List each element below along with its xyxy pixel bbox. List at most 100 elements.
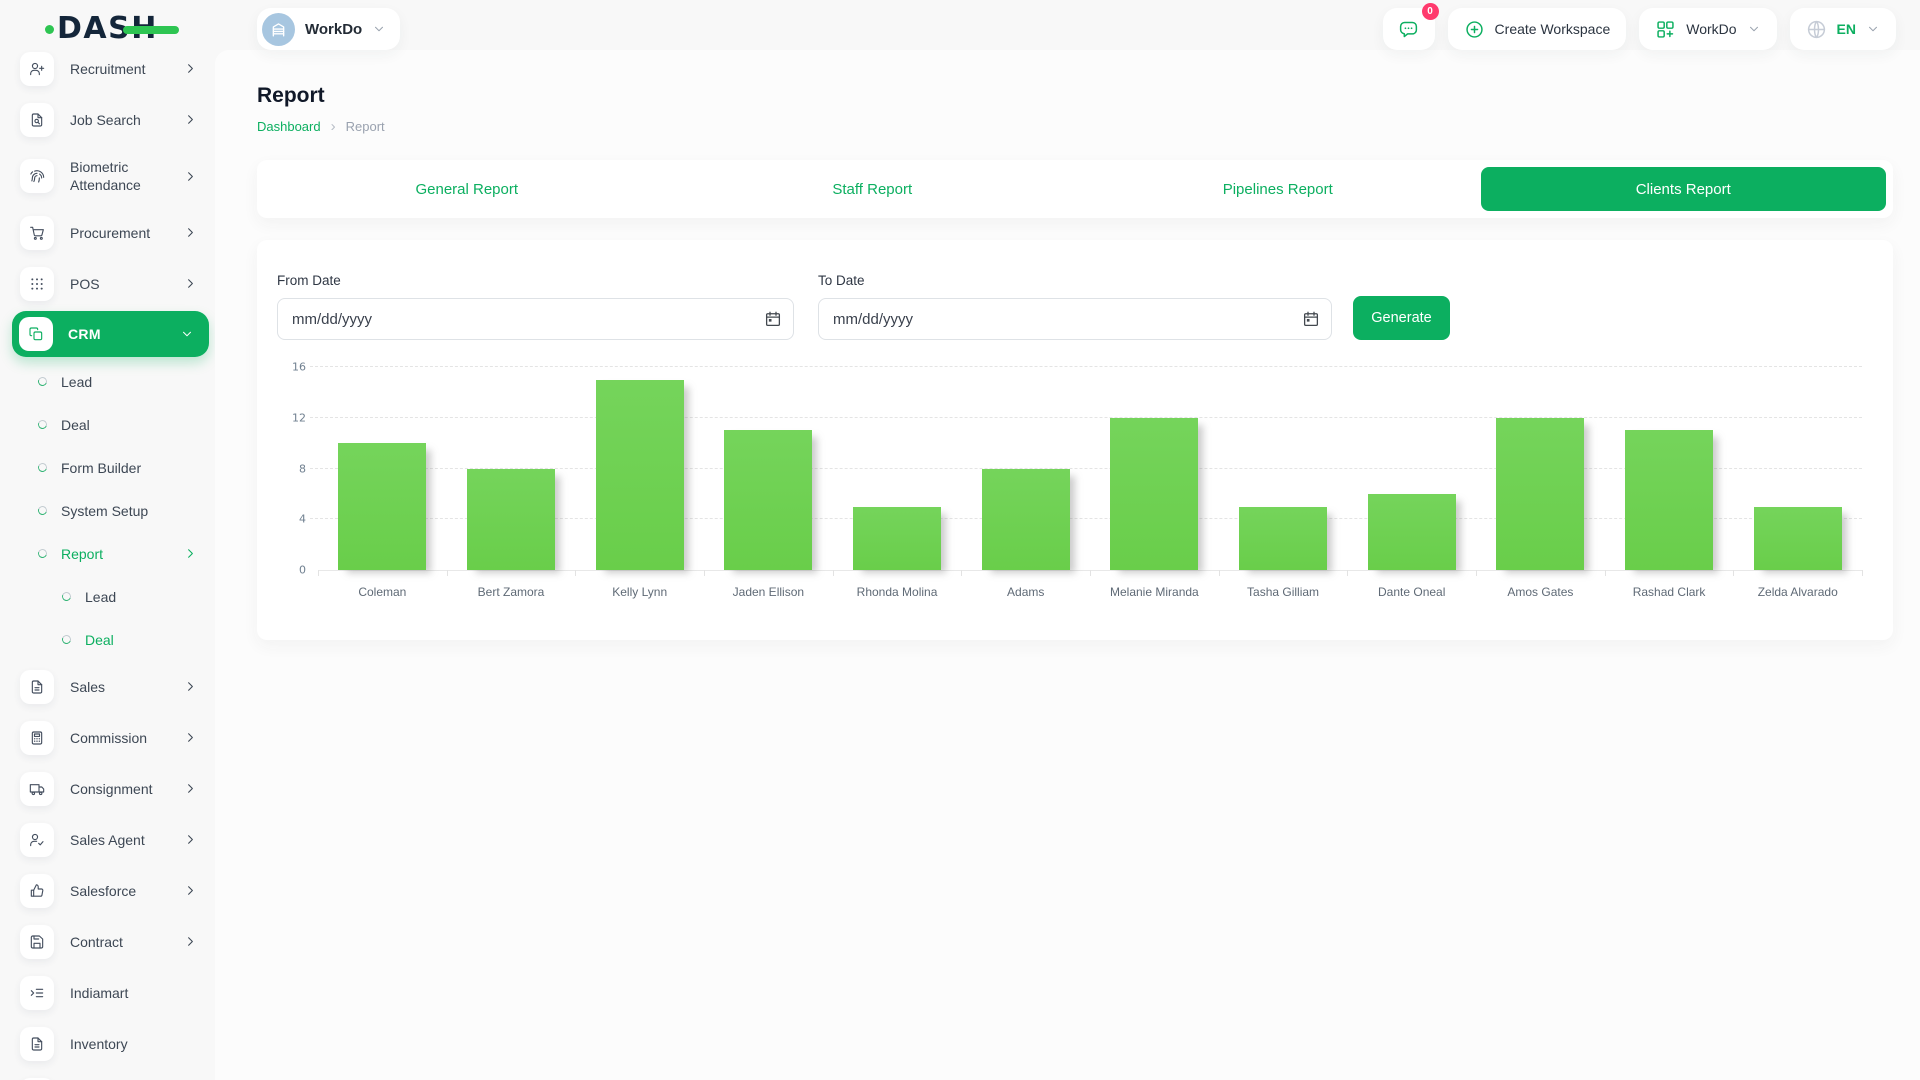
axis-tick xyxy=(961,570,963,576)
workspace-name: WorkDo xyxy=(305,20,363,38)
report-tabs: General Report Staff Report Pipelines Repo… xyxy=(257,160,1893,218)
sidebar-item-label: Sales xyxy=(70,678,106,695)
sidebar-subitem-deal[interactable]: Deal xyxy=(0,403,215,446)
sidebar-icon-box xyxy=(20,975,54,1010)
list-indent-icon xyxy=(29,985,45,1001)
chevron-right-icon xyxy=(183,832,198,847)
circle-bullet-icon xyxy=(36,504,49,517)
calendar-icon[interactable] xyxy=(1302,310,1320,328)
sidebar-subitem-report[interactable]: Report xyxy=(0,532,215,575)
chevron-down-icon xyxy=(372,22,386,36)
sidebar-item-label: Indiamart xyxy=(70,984,129,1001)
breadcrumb-link-dashboard[interactable]: Dashboard xyxy=(257,119,321,134)
chart-bar-bert-zamora[interactable] xyxy=(467,468,555,570)
chart-bar-rashad-clark[interactable] xyxy=(1625,430,1714,570)
calendar-icon[interactable] xyxy=(764,310,782,328)
language-label: EN xyxy=(1836,21,1856,37)
sidebar-item-recruitment[interactable]: Recruitment xyxy=(0,50,215,94)
sidebar-item-inventory[interactable]: Inventory xyxy=(0,1018,215,1069)
tab-pipelines-report[interactable]: Pipelines Report xyxy=(1222,180,1333,198)
sidebar-item-label: CRM xyxy=(68,326,101,342)
chevron-right-icon xyxy=(183,112,198,127)
x-axis-label: Rashad Clark xyxy=(1632,585,1706,599)
logo-bar-icon xyxy=(123,26,179,34)
generate-button[interactable]: Generate xyxy=(1353,296,1450,340)
chevron-down-icon xyxy=(1747,22,1761,36)
building-icon xyxy=(269,20,288,39)
from-date-input[interactable] xyxy=(277,298,794,340)
chart-bar-adams[interactable] xyxy=(981,468,1070,570)
chart-slot xyxy=(833,367,962,570)
user-check-icon xyxy=(29,832,45,848)
sidebar-item-contract[interactable]: Contract xyxy=(0,916,215,967)
sidebar-subitem-system-setup[interactable]: System Setup xyxy=(0,489,215,532)
sidebar-item-procurement[interactable]: Procurement xyxy=(0,207,215,258)
gridline xyxy=(310,366,1862,367)
sidebar-subitem-lead[interactable]: Lead xyxy=(0,360,215,403)
axis-tick xyxy=(1347,570,1349,576)
chart-slot xyxy=(447,367,576,570)
sidebar-icon-box xyxy=(19,317,53,351)
messages-button[interactable]: 0 xyxy=(1382,3,1439,50)
chart-bar-coleman[interactable] xyxy=(338,443,427,570)
sidebar-icon-box xyxy=(20,873,54,908)
sidebar-item-indiamart[interactable]: Indiamart xyxy=(0,967,215,1018)
sidebar-item-sales-agent[interactable]: Sales Agent xyxy=(0,814,215,865)
to-date-input[interactable] xyxy=(818,298,1332,340)
sidebar-item-label: POS xyxy=(70,275,100,292)
chevron-right-icon xyxy=(183,781,198,796)
sidebar-item-salesforce[interactable]: Salesforce xyxy=(0,865,215,916)
chart-bar-melanie-miranda[interactable] xyxy=(1110,417,1199,570)
sidebar-item-label: Inventory xyxy=(70,1035,128,1052)
circle-bullet-icon xyxy=(60,633,73,646)
logo-dot-icon xyxy=(45,25,54,34)
chart-bar-kelly-lynn[interactable] xyxy=(595,379,684,570)
sidebar-item-job-search[interactable]: Job Search xyxy=(0,94,215,145)
sidebar-icon-box xyxy=(20,102,54,137)
plus-circle-icon xyxy=(1464,19,1485,40)
sidebar-subitem-lead[interactable]: Lead xyxy=(0,575,215,618)
sidebar-icon-box xyxy=(20,924,54,959)
sidebar-item-partial xyxy=(0,1069,215,1080)
axis-tick xyxy=(704,570,705,576)
workspace-switcher[interactable]: WorkDo xyxy=(257,8,401,50)
chart-bar-rhonda-molina[interactable] xyxy=(853,506,942,570)
y-axis-label: 16 xyxy=(292,360,306,374)
sidebar-item-label: Salesforce xyxy=(70,882,137,899)
account-menu-button[interactable]: WorkDo xyxy=(1639,8,1777,50)
language-menu-button[interactable]: EN xyxy=(1789,8,1896,50)
tab-staff-report[interactable]: Staff Report xyxy=(832,180,913,198)
sidebar-subitem-deal[interactable]: Deal xyxy=(0,618,215,661)
chart-slot xyxy=(961,367,1090,570)
chart-slot xyxy=(1219,367,1348,570)
chart-bar-amos-gates[interactable] xyxy=(1496,417,1585,570)
x-axis-label: Bert Zamora xyxy=(477,585,545,599)
breadcrumb-separator-icon: › xyxy=(330,118,336,135)
tab-clients-report[interactable]: Clients Report xyxy=(1480,167,1886,211)
sidebar-item-crm[interactable]: CRM xyxy=(12,311,209,357)
chevron-right-icon xyxy=(183,169,198,184)
sidebar-item-sales[interactable]: Sales xyxy=(0,661,215,712)
chevron-right-icon xyxy=(183,883,198,898)
axis-tick xyxy=(1218,570,1220,576)
axis-tick xyxy=(1476,570,1477,576)
sidebar-item-commission[interactable]: Commission xyxy=(0,712,215,763)
chevron-right-icon xyxy=(183,276,198,291)
chart-bar-zelda-alvarado[interactable] xyxy=(1753,506,1842,570)
sidebar-item-consignment[interactable]: Consignment xyxy=(0,763,215,814)
gridline xyxy=(310,518,1862,520)
tab-general-report[interactable]: General Report xyxy=(415,180,519,198)
chart-bar-tasha-gilliam[interactable] xyxy=(1239,506,1328,570)
chart-bar-jaden-ellison[interactable] xyxy=(724,430,813,570)
chart-bar-dante-oneal[interactable] xyxy=(1367,493,1456,570)
x-axis-label: Melanie Miranda xyxy=(1110,585,1199,599)
clients-report-card: From Date To Date Generate 0 4 8 12 16 Colem… xyxy=(257,240,1893,640)
sidebar-item-label: Procurement xyxy=(70,224,151,241)
thumbs-up-icon xyxy=(29,883,45,899)
sidebar-item-biometric-attendance[interactable]: Biometric Attendance xyxy=(0,145,215,207)
sidebar-item-pos[interactable]: POS xyxy=(0,258,215,309)
create-workspace-button[interactable]: Create Workspace xyxy=(1447,8,1627,50)
axis-tick xyxy=(446,570,448,576)
sidebar-subitem-form-builder[interactable]: Form Builder xyxy=(0,446,215,489)
